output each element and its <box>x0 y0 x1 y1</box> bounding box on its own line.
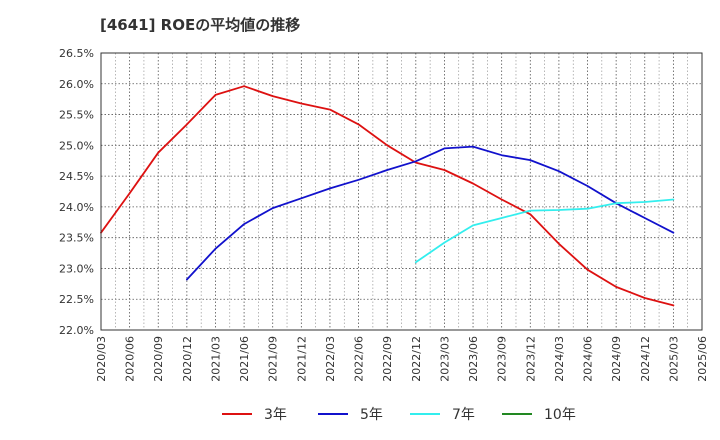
y-tick-label: 25.5% <box>59 109 94 122</box>
x-tick-label: 2023/12 <box>524 336 537 382</box>
y-tick-label: 26.0% <box>59 78 94 91</box>
x-tick-label: 2023/09 <box>496 336 509 382</box>
x-tick-label: 2023/06 <box>467 336 480 382</box>
y-tick-label: 23.0% <box>59 262 94 275</box>
x-tick-label: 2021/03 <box>209 336 222 382</box>
legend: 3年 5年 7年 10年 <box>222 407 576 423</box>
chart-title: [4641] ROEの平均値の推移 <box>100 16 301 34</box>
x-tick-label: 2024/12 <box>639 336 652 382</box>
legend-label: 5年 <box>360 407 383 423</box>
series-line-2 <box>414 198 675 264</box>
x-tick-label: 2022/03 <box>324 336 337 382</box>
y-tick-label: 26.5% <box>59 47 94 60</box>
y-axis-ticks: 22.0% 22.5% 23.0% 23.5% 24.0% 24.5% 25.0% 25.5%… <box>59 47 94 337</box>
grid-lines <box>100 52 703 331</box>
x-tick-label: 2022/09 <box>381 336 394 382</box>
series-lines <box>100 85 675 307</box>
series-line-0 <box>100 85 675 307</box>
y-tick-label: 22.0% <box>59 324 94 337</box>
x-tick-label: 2021/06 <box>238 336 251 382</box>
legend-label: 7年 <box>452 407 475 423</box>
x-tick-label: 2022/06 <box>353 336 366 382</box>
plot-frame <box>100 52 703 331</box>
x-tick-label: 2020/06 <box>124 336 137 382</box>
y-tick-label: 22.5% <box>59 293 94 306</box>
y-tick-label: 23.5% <box>59 232 94 245</box>
y-tick-label: 24.5% <box>59 170 94 183</box>
x-tick-label: 2025/06 <box>696 336 709 382</box>
x-tick-label: 2021/09 <box>267 336 280 382</box>
legend-label: 10年 <box>544 407 576 423</box>
x-tick-label: 2022/12 <box>410 336 423 382</box>
y-tick-label: 25.0% <box>59 139 94 152</box>
x-tick-label: 2020/09 <box>152 336 165 382</box>
x-tick-label: 2021/12 <box>295 336 308 382</box>
y-tick-label: 24.0% <box>59 201 94 214</box>
x-tick-label: 2024/09 <box>610 336 623 382</box>
x-tick-label: 2020/03 <box>95 336 108 382</box>
x-tick-label: 2024/03 <box>553 336 566 382</box>
x-tick-label: 2025/03 <box>667 336 680 382</box>
x-tick-label: 2024/06 <box>582 336 595 382</box>
x-tick-label: 2023/03 <box>438 336 451 382</box>
series-line-1 <box>186 145 675 281</box>
x-tick-label: 2020/12 <box>181 336 194 382</box>
x-axis-ticks: 2020/03 2020/06 2020/09 2020/12 2021/03 2021/… <box>95 336 709 382</box>
legend-label: 3年 <box>264 407 287 423</box>
